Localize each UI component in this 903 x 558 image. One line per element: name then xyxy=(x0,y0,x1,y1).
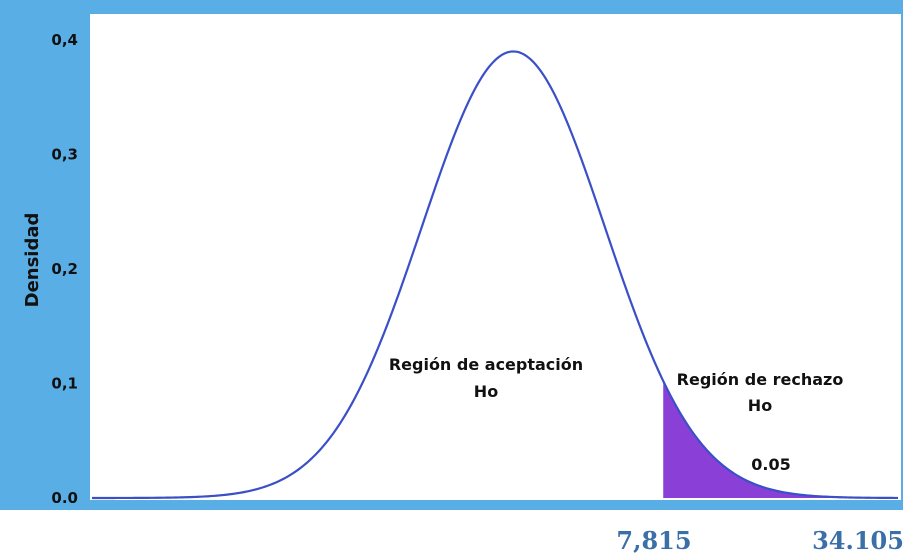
acceptance-region-label: Región de aceptación xyxy=(389,355,583,374)
y-axis-label: Densidad xyxy=(22,213,43,308)
y-tick-label-3: 0,3 xyxy=(51,146,78,164)
plot-area xyxy=(90,14,901,500)
critical-value-label: 7,815 xyxy=(616,526,691,555)
alpha-label: 0.05 xyxy=(751,455,790,474)
test-statistic-label: 34.105 xyxy=(812,526,903,555)
acceptance-region-sublabel: Ho xyxy=(474,382,498,401)
rejection-region-label: Región de rechazo xyxy=(677,370,844,389)
rejection-region-area xyxy=(663,382,898,498)
y-tick-label-1: 0,1 xyxy=(51,375,78,393)
y-tick-group: 0.0 0,1 0,2 0,3 0,4 xyxy=(51,31,78,507)
density-curve xyxy=(92,50,898,500)
y-tick-label-4: 0,4 xyxy=(51,31,78,49)
y-tick-label-0: 0.0 xyxy=(51,489,78,507)
rejection-region-sublabel: Ho xyxy=(748,396,772,415)
y-tick-label-2: 0,2 xyxy=(51,260,78,278)
